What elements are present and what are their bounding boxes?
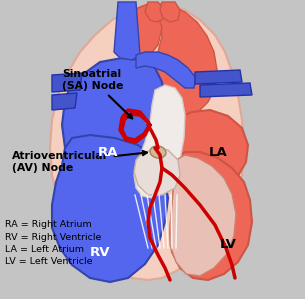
Polygon shape: [145, 2, 164, 22]
Polygon shape: [134, 85, 185, 198]
Text: Atrioventricular
(AV) Node: Atrioventricular (AV) Node: [12, 151, 147, 173]
Text: RA = Right Atrium
RV = Right Ventricle
LA = Left Atrium
LV = Left Ventricle: RA = Right Atrium RV = Right Ventricle L…: [5, 220, 101, 266]
Polygon shape: [148, 4, 217, 120]
Polygon shape: [134, 148, 180, 195]
Polygon shape: [52, 135, 168, 282]
Text: RV: RV: [90, 245, 110, 259]
Polygon shape: [170, 152, 252, 280]
Polygon shape: [170, 155, 236, 276]
Polygon shape: [118, 4, 162, 60]
Text: RA: RA: [98, 146, 118, 158]
Polygon shape: [62, 58, 164, 188]
Polygon shape: [52, 93, 77, 110]
Text: Sinoatrial
(SA) Node: Sinoatrial (SA) Node: [62, 69, 132, 118]
Text: LA: LA: [209, 146, 227, 158]
Polygon shape: [174, 110, 248, 188]
Polygon shape: [195, 70, 242, 84]
Polygon shape: [160, 2, 180, 22]
Polygon shape: [200, 83, 252, 97]
Polygon shape: [50, 4, 244, 280]
Polygon shape: [52, 73, 82, 92]
Ellipse shape: [150, 146, 166, 158]
Polygon shape: [114, 2, 140, 60]
Polygon shape: [136, 52, 196, 88]
Text: LV: LV: [220, 239, 236, 251]
